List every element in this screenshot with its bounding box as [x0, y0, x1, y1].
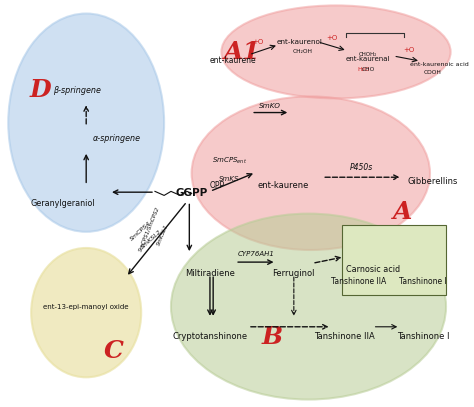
Text: ent-kaurenal: ent-kaurenal — [346, 56, 391, 62]
Text: ent-kaurenol: ent-kaurenol — [276, 39, 322, 45]
Ellipse shape — [8, 13, 164, 232]
Text: CH₂OH: CH₂OH — [293, 49, 313, 54]
Text: P450s: P450s — [350, 163, 373, 173]
Text: +O: +O — [253, 39, 264, 45]
FancyBboxPatch shape — [342, 225, 447, 295]
Text: CYP76AH1: CYP76AH1 — [237, 251, 274, 257]
Text: Tanshinone I: Tanshinone I — [399, 277, 447, 287]
Text: CHO: CHO — [362, 67, 375, 72]
Text: C: C — [104, 339, 124, 363]
Text: β-springene: β-springene — [53, 86, 101, 95]
Text: Gibberellins: Gibberellins — [407, 177, 457, 186]
Text: SmKO: SmKO — [258, 103, 281, 109]
Text: ent-kaurene: ent-kaurene — [257, 181, 309, 190]
Text: A: A — [393, 199, 412, 223]
Text: GGPP: GGPP — [175, 188, 208, 198]
Ellipse shape — [31, 248, 141, 377]
Text: +O: +O — [403, 47, 414, 53]
Text: SmCPS4: SmCPS4 — [130, 220, 153, 242]
Ellipse shape — [191, 96, 430, 250]
Text: ent-13-epi-manoyl oxide: ent-13-epi-manoyl oxide — [44, 304, 129, 310]
Text: Ferruginol: Ferruginol — [273, 269, 315, 278]
Text: B: B — [261, 325, 283, 349]
Text: Tanshinone IIA: Tanshinone IIA — [314, 332, 374, 341]
Text: Cryptotanshinone: Cryptotanshinone — [173, 332, 247, 341]
Text: SmKSL1: SmKSL1 — [156, 223, 170, 247]
Text: H₂O: H₂O — [357, 67, 370, 72]
Text: OPP: OPP — [210, 181, 225, 190]
Text: +O: +O — [327, 35, 338, 41]
Text: D: D — [29, 78, 51, 102]
Text: A1: A1 — [224, 40, 260, 64]
Text: ent-kaurenoic acid: ent-kaurenoic acid — [410, 62, 468, 67]
Text: α-springene: α-springene — [93, 134, 141, 143]
Ellipse shape — [171, 214, 446, 400]
Text: Carnosic acid: Carnosic acid — [346, 265, 400, 274]
Ellipse shape — [221, 5, 451, 98]
Text: ent-kaurene: ent-kaurene — [210, 55, 256, 64]
Text: COOH: COOH — [423, 70, 441, 75]
Text: Geranylgeraniol: Geranylgeraniol — [31, 199, 96, 208]
Text: Tanshinone IIA: Tanshinone IIA — [331, 277, 387, 287]
Text: SmKSL2: SmKSL2 — [140, 229, 163, 249]
Text: Tanshinone I: Tanshinone I — [397, 332, 449, 341]
Text: SmCPS$_{ent}$: SmCPS$_{ent}$ — [212, 156, 247, 166]
Text: Miltiradiene: Miltiradiene — [185, 269, 235, 278]
Text: CHOH₂: CHOH₂ — [359, 52, 377, 57]
Text: SmKS: SmKS — [219, 176, 239, 182]
Text: SmCPS1/SmCPS2: SmCPS1/SmCPS2 — [137, 205, 160, 252]
